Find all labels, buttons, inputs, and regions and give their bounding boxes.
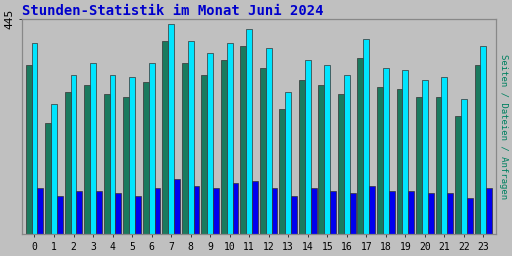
Bar [305, 60, 311, 234]
Bar [194, 186, 199, 234]
Bar [461, 99, 467, 234]
Bar [76, 191, 82, 234]
Bar [123, 97, 129, 234]
Bar [311, 188, 316, 234]
Bar [155, 188, 160, 234]
Bar [201, 75, 207, 234]
Bar [266, 48, 272, 234]
Bar [389, 191, 395, 234]
Bar [480, 46, 486, 234]
Bar [299, 80, 305, 234]
Bar [364, 39, 369, 234]
Bar [168, 24, 174, 234]
Bar [416, 97, 422, 234]
Bar [422, 80, 428, 234]
Bar [188, 41, 194, 234]
Bar [428, 193, 434, 234]
Bar [227, 44, 232, 234]
Bar [57, 196, 63, 234]
Bar [162, 41, 168, 234]
Bar [207, 53, 213, 234]
Bar [350, 193, 355, 234]
Bar [148, 63, 155, 234]
Bar [182, 63, 188, 234]
Bar [110, 75, 116, 234]
Bar [285, 92, 291, 234]
Bar [436, 97, 441, 234]
Bar [241, 46, 246, 234]
Bar [447, 193, 453, 234]
Bar [402, 70, 408, 234]
Bar [338, 94, 344, 234]
Bar [51, 104, 57, 234]
Bar [104, 94, 110, 234]
Bar [455, 116, 461, 234]
Bar [90, 63, 96, 234]
Bar [475, 65, 480, 234]
Bar [369, 186, 375, 234]
Bar [344, 75, 350, 234]
Bar [174, 179, 180, 234]
Bar [65, 92, 71, 234]
Bar [291, 196, 297, 234]
Bar [272, 188, 278, 234]
Bar [129, 77, 135, 234]
Bar [408, 191, 414, 234]
Bar [318, 84, 324, 234]
Bar [232, 184, 239, 234]
Bar [260, 68, 266, 234]
Bar [221, 60, 227, 234]
Bar [143, 82, 148, 234]
Bar [135, 196, 141, 234]
Bar [377, 87, 383, 234]
Bar [252, 181, 258, 234]
Bar [383, 68, 389, 234]
Bar [357, 58, 364, 234]
Bar [84, 84, 90, 234]
Bar [246, 29, 252, 234]
Bar [396, 89, 402, 234]
Bar [467, 198, 473, 234]
Bar [280, 109, 285, 234]
Bar [486, 188, 492, 234]
Bar [330, 191, 336, 234]
Bar [45, 123, 51, 234]
Bar [441, 77, 447, 234]
Bar [26, 65, 32, 234]
Bar [96, 191, 102, 234]
Bar [71, 75, 76, 234]
Bar [32, 44, 37, 234]
Bar [37, 188, 44, 234]
Bar [213, 188, 219, 234]
Bar [324, 65, 330, 234]
Text: Stunden-Statistik im Monat Juni 2024: Stunden-Statistik im Monat Juni 2024 [22, 4, 323, 18]
Bar [116, 193, 121, 234]
Y-axis label: Seiten / Dateien / Anfragen: Seiten / Dateien / Anfragen [499, 54, 508, 199]
